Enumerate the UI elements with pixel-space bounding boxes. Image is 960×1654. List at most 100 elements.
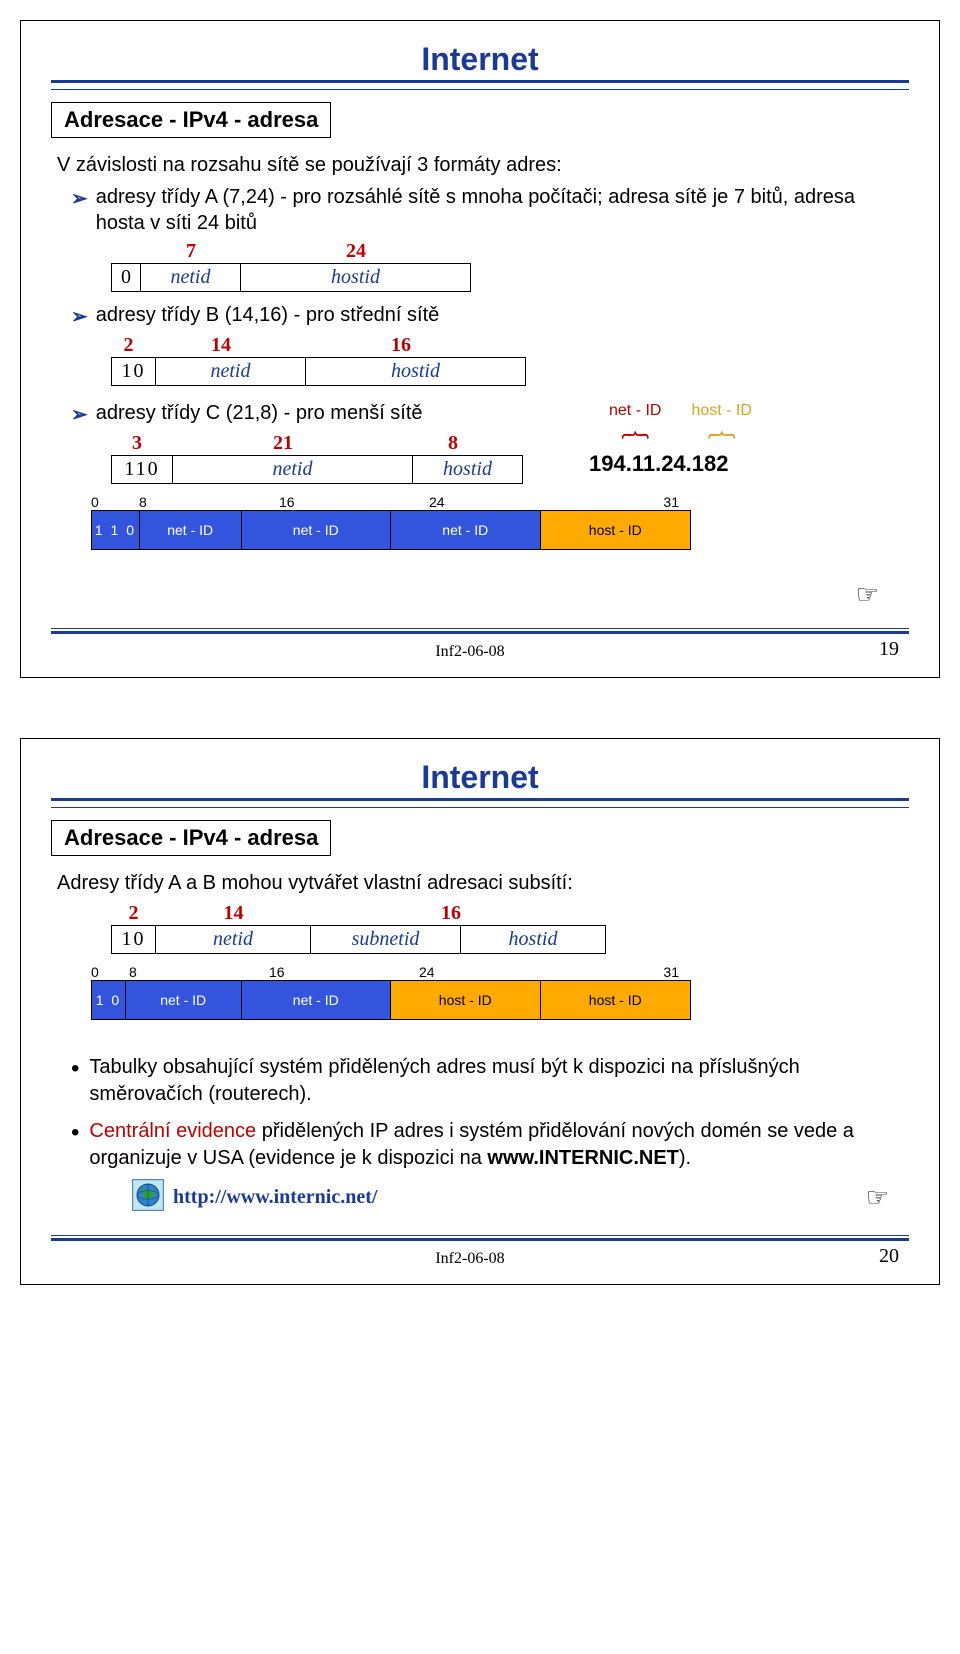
- seg-net2: net - ID: [242, 511, 392, 549]
- slide-2: Internet Adresace - IPv4 - adresa Adresy…: [20, 738, 940, 1285]
- prefix-110: 1 1 0: [92, 511, 140, 549]
- dot-icon: •: [71, 1057, 79, 1108]
- label-a-7: 7: [141, 240, 241, 263]
- cell-c-hostid: hostid: [413, 455, 523, 484]
- bullet-class-c: ➢ adresy třídy C (21,8) - pro menší sítě: [71, 400, 589, 428]
- seg2-host2: host - ID: [541, 981, 691, 1019]
- tick-0: 0: [91, 494, 139, 510]
- label-s-14: 14: [156, 902, 311, 925]
- internic-link[interactable]: http://www.internic.net/: [173, 1186, 377, 1209]
- seg-net1: net - ID: [140, 511, 242, 549]
- cell-b-netid: netid: [156, 357, 306, 386]
- tick-0: 0: [91, 964, 129, 980]
- seg2-net1: net - ID: [126, 981, 242, 1019]
- diagram-class-c: 3 21 8 110 netid hostid: [111, 432, 589, 484]
- ip-address-example: 194.11.24.182: [589, 451, 909, 477]
- tick-8: 8: [129, 964, 269, 980]
- slide-1: Internet Adresace - IPv4 - adresa V závi…: [20, 20, 940, 678]
- label-b-14: 14: [146, 334, 296, 357]
- hand-outside-rule: ☞: [51, 580, 909, 610]
- label-b-2: 2: [111, 334, 146, 357]
- slide-title: Internet: [51, 759, 909, 796]
- para1-a: Tabulky obsahující systém přidělených ad…: [89, 1056, 583, 1078]
- para-tables: • Tabulky obsahující systém přidělených …: [71, 1054, 909, 1108]
- seg2-host1: host - ID: [391, 981, 541, 1019]
- tick-24: 24: [429, 494, 579, 510]
- label-s-16: 16: [311, 902, 591, 925]
- ip-example-labels: net - ID ︷ host - ID ︷ 194.11.24.182: [589, 402, 909, 477]
- cell-c-netid: netid: [173, 455, 413, 484]
- footer: Inf2-06-08 20: [51, 1245, 909, 1274]
- cell-s-subnetid: subnetid: [311, 925, 461, 954]
- label-a-24: 24: [241, 240, 471, 263]
- title-rule: [51, 798, 909, 801]
- brace-icon: ︷: [708, 411, 736, 442]
- cell-b-10: 10: [111, 357, 156, 386]
- subtitle: Adresace - IPv4 - adresa: [51, 102, 331, 138]
- footer-rule: [51, 628, 909, 629]
- prefix-10: 1 0: [92, 981, 126, 1019]
- block-diagram-2: 1 0 net - ID net - ID host - ID host - I…: [91, 980, 691, 1020]
- page-number: 19: [879, 638, 899, 661]
- footer: Inf2-06-08 19: [51, 638, 909, 667]
- seg-net3: net - ID: [391, 511, 541, 549]
- hand-icon: ☞: [866, 1183, 889, 1213]
- cell-c-110: 110: [111, 455, 173, 484]
- tick-8: 8: [139, 494, 279, 510]
- cell-s-hostid: hostid: [461, 925, 606, 954]
- globe-icon: [131, 1178, 165, 1217]
- intro-text: V závislosti na rozsahu sítě se používaj…: [57, 152, 909, 178]
- cell-a-hostid: hostid: [241, 263, 471, 292]
- bit-scale-2: 0 8 16 24 31: [91, 964, 909, 980]
- block-diagram: 1 1 0 net - ID net - ID net - ID host - …: [91, 510, 691, 550]
- footer-code: Inf2-06-08: [435, 643, 504, 661]
- tick-31: 31: [579, 494, 679, 510]
- cell-a-netid: netid: [141, 263, 241, 292]
- bullet-text-c: adresy třídy C (21,8) - pro menší sítě: [96, 400, 423, 426]
- seg2-net2: net - ID: [242, 981, 392, 1019]
- label-c-21: 21: [163, 432, 403, 455]
- brace-icon: ︷: [621, 411, 649, 442]
- tick-31: 31: [569, 964, 679, 980]
- slide-title: Internet: [51, 41, 909, 78]
- bullet-class-b: ➢ adresy třídy B (14,16) - pro střední s…: [71, 302, 909, 330]
- para2-a: Centrální evidence: [89, 1120, 256, 1142]
- tick-24: 24: [419, 964, 569, 980]
- cell-a-0: 0: [111, 263, 141, 292]
- footer-rule: [51, 1238, 909, 1241]
- seg-host: host - ID: [541, 511, 691, 549]
- hand-icon: ☞: [856, 580, 879, 609]
- tick-16: 16: [269, 964, 419, 980]
- bit-scale: 0 8 16 24 31: [91, 494, 909, 510]
- diagram-class-b: 2 14 16 10 netid hostid: [111, 334, 909, 386]
- title-rule-thin: [51, 89, 909, 90]
- bullet-text-b: adresy třídy B (14,16) - pro střední sít…: [96, 302, 439, 328]
- label-s-2: 2: [111, 902, 156, 925]
- footer-rule: [51, 1235, 909, 1236]
- para2-d: ).: [679, 1147, 691, 1169]
- bullet-icon: ➢: [71, 402, 88, 428]
- title-rule: [51, 80, 909, 83]
- link-row: http://www.internic.net/ ☞: [131, 1178, 909, 1217]
- title-rule-thin: [51, 807, 909, 808]
- cell-b-hostid: hostid: [306, 357, 526, 386]
- tick-16: 16: [279, 494, 429, 510]
- bullet-icon: ➢: [71, 186, 88, 212]
- footer-rule: [51, 631, 909, 634]
- para2-c: www.INTERNIC.NET: [487, 1147, 678, 1169]
- label-c-3: 3: [111, 432, 163, 455]
- cell-s-netid: netid: [156, 925, 311, 954]
- bullet-icon: ➢: [71, 304, 88, 330]
- diagram-subnet: 2 14 16 10 netid subnetid hostid: [111, 902, 909, 954]
- bullet-class-a: ➢ adresy třídy A (7,24) - pro rozsáhlé s…: [71, 184, 909, 236]
- para-central: • Centrální evidence přidělených IP adre…: [71, 1118, 909, 1172]
- subtitle: Adresace - IPv4 - adresa: [51, 820, 331, 856]
- bullet-text-a: adresy třídy A (7,24) - pro rozsáhlé sít…: [96, 184, 909, 236]
- diagram-class-a: 7 24 0 netid hostid: [111, 240, 909, 292]
- cell-s-10: 10: [111, 925, 156, 954]
- page-number: 20: [879, 1245, 899, 1268]
- footer-code: Inf2-06-08: [435, 1250, 504, 1268]
- dot-icon: •: [71, 1121, 79, 1172]
- label-b-16: 16: [296, 334, 506, 357]
- intro-text-2: Adresy třídy A a B mohou vytvářet vlastn…: [57, 870, 909, 896]
